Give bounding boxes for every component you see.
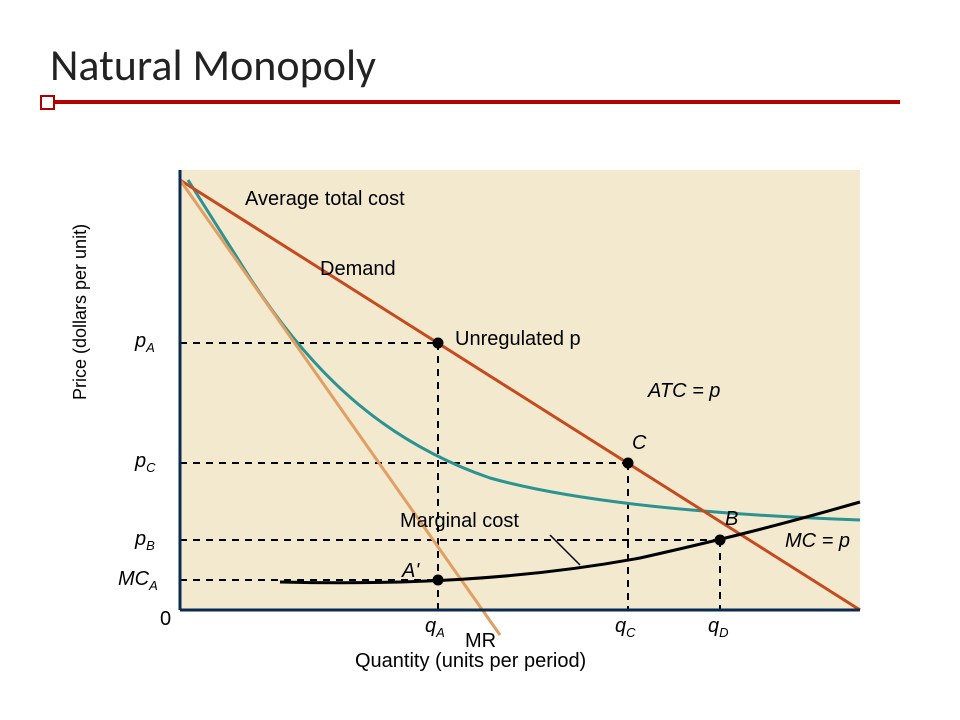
tick-pA: pA — [135, 330, 155, 355]
label-marginal-cost: Marginal cost — [400, 510, 519, 533]
label-point-B: B — [725, 508, 738, 531]
title-box-icon — [40, 95, 55, 110]
label-mc-eq: MC = p — [785, 530, 850, 553]
chart-svg — [80, 140, 880, 680]
tick-qD: qD — [708, 615, 729, 640]
x-axis-label: Quantity (units per period) — [355, 650, 586, 673]
tick-qC: qC — [615, 615, 636, 640]
label-point-C: C — [632, 432, 646, 455]
tick-qA: qA — [425, 615, 445, 640]
y-axis-label: Price (dollars per unit) — [70, 224, 91, 400]
tick-pC: pC — [135, 450, 156, 475]
label-atc: Average total cost — [245, 188, 405, 211]
chart: Price (dollars per unit) Average total c… — [80, 140, 880, 680]
label-demand: Demand — [320, 258, 396, 281]
label-atc-eq: ATC = p — [648, 380, 720, 403]
label-point-Aprime: A' — [402, 560, 419, 583]
title-underline — [50, 100, 900, 104]
page-title: Natural Monopoly — [50, 38, 376, 92]
tick-origin: 0 — [160, 608, 171, 631]
tick-MCA: MCA — [118, 568, 158, 593]
label-unregulated-p: Unregulated p — [455, 328, 581, 351]
tick-pB: pB — [135, 528, 155, 553]
